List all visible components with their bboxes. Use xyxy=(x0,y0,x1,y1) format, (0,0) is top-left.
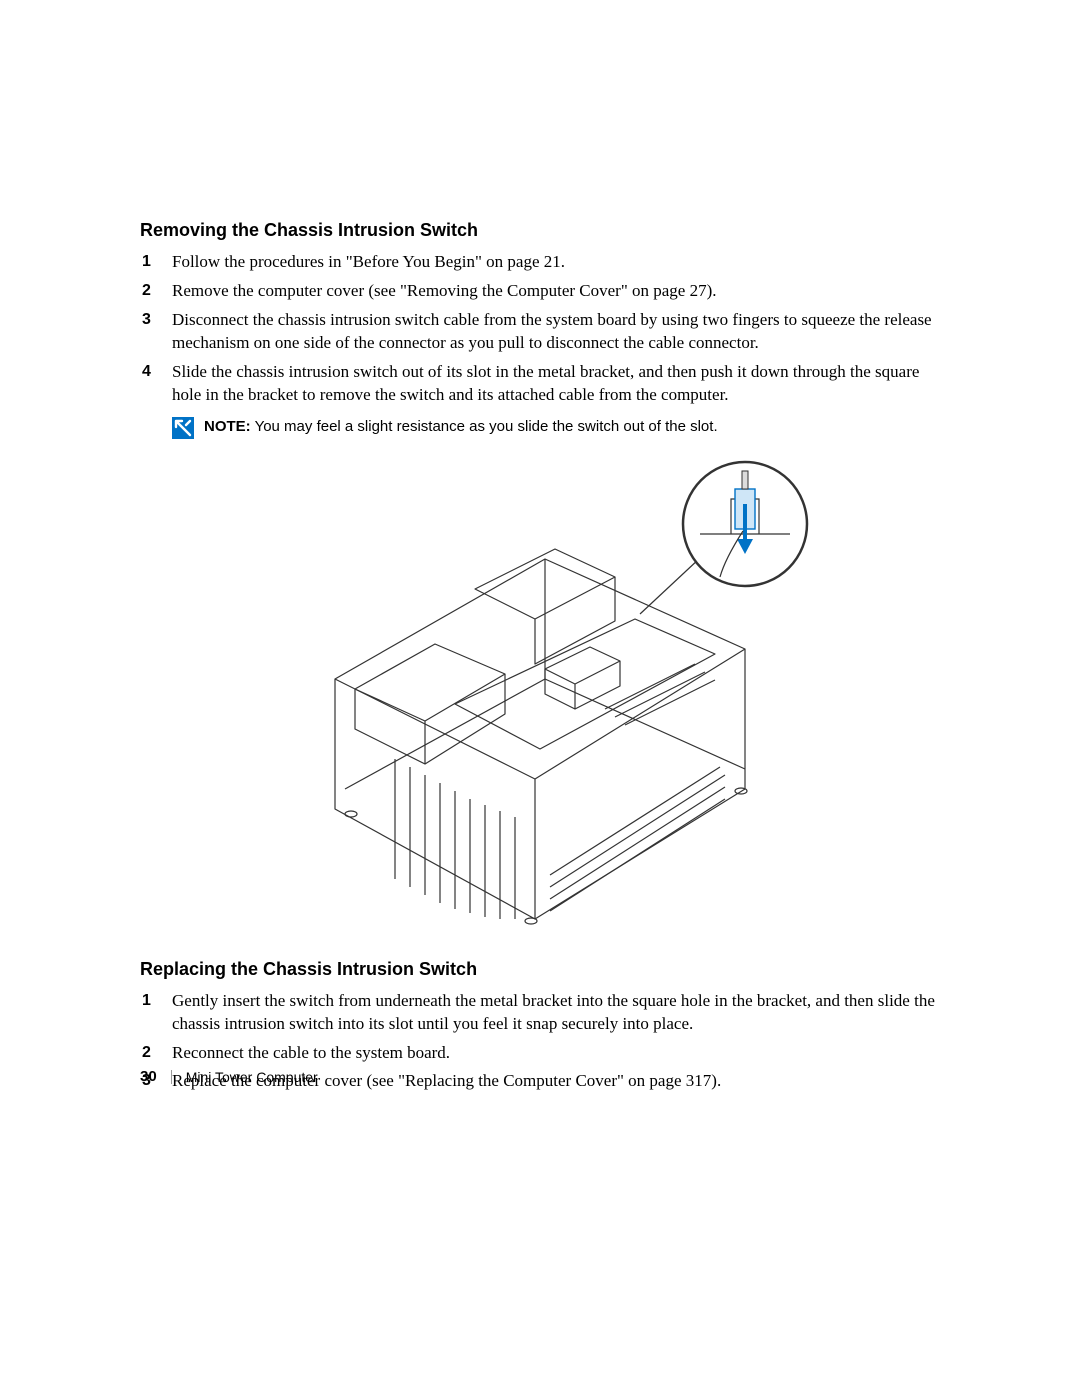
step-text: Slide the chassis intrusion switch out o… xyxy=(172,362,919,404)
section-heading-removing: Removing the Chassis Intrusion Switch xyxy=(140,220,940,241)
step-item: Slide the chassis intrusion switch out o… xyxy=(168,361,940,439)
note-text: NOTE: You may feel a slight resistance a… xyxy=(204,417,718,437)
page-footer: 30 Mini Tower Computer xyxy=(140,1068,318,1085)
step-item: Disconnect the chassis intrusion switch … xyxy=(168,309,940,355)
step-item: Gently insert the switch from underneath… xyxy=(168,990,940,1036)
footer-divider xyxy=(171,1070,172,1084)
step-item: Reconnect the cable to the system board. xyxy=(168,1042,940,1065)
note-label: NOTE: xyxy=(204,418,251,435)
footer-section-label: Mini Tower Computer xyxy=(186,1069,318,1085)
chassis-diagram xyxy=(245,459,835,929)
note-icon xyxy=(172,417,194,439)
step-item: Remove the computer cover (see "Removing… xyxy=(168,280,940,303)
page-number: 30 xyxy=(140,1068,157,1085)
step-item: Follow the procedures in "Before You Beg… xyxy=(168,251,940,274)
note-block: NOTE: You may feel a slight resistance a… xyxy=(172,417,940,439)
removing-steps-list: Follow the procedures in "Before You Beg… xyxy=(168,251,940,439)
section-heading-replacing: Replacing the Chassis Intrusion Switch xyxy=(140,959,940,980)
document-page: Removing the Chassis Intrusion Switch Fo… xyxy=(0,0,1080,1171)
note-body: You may feel a slight resistance as you … xyxy=(255,418,718,435)
